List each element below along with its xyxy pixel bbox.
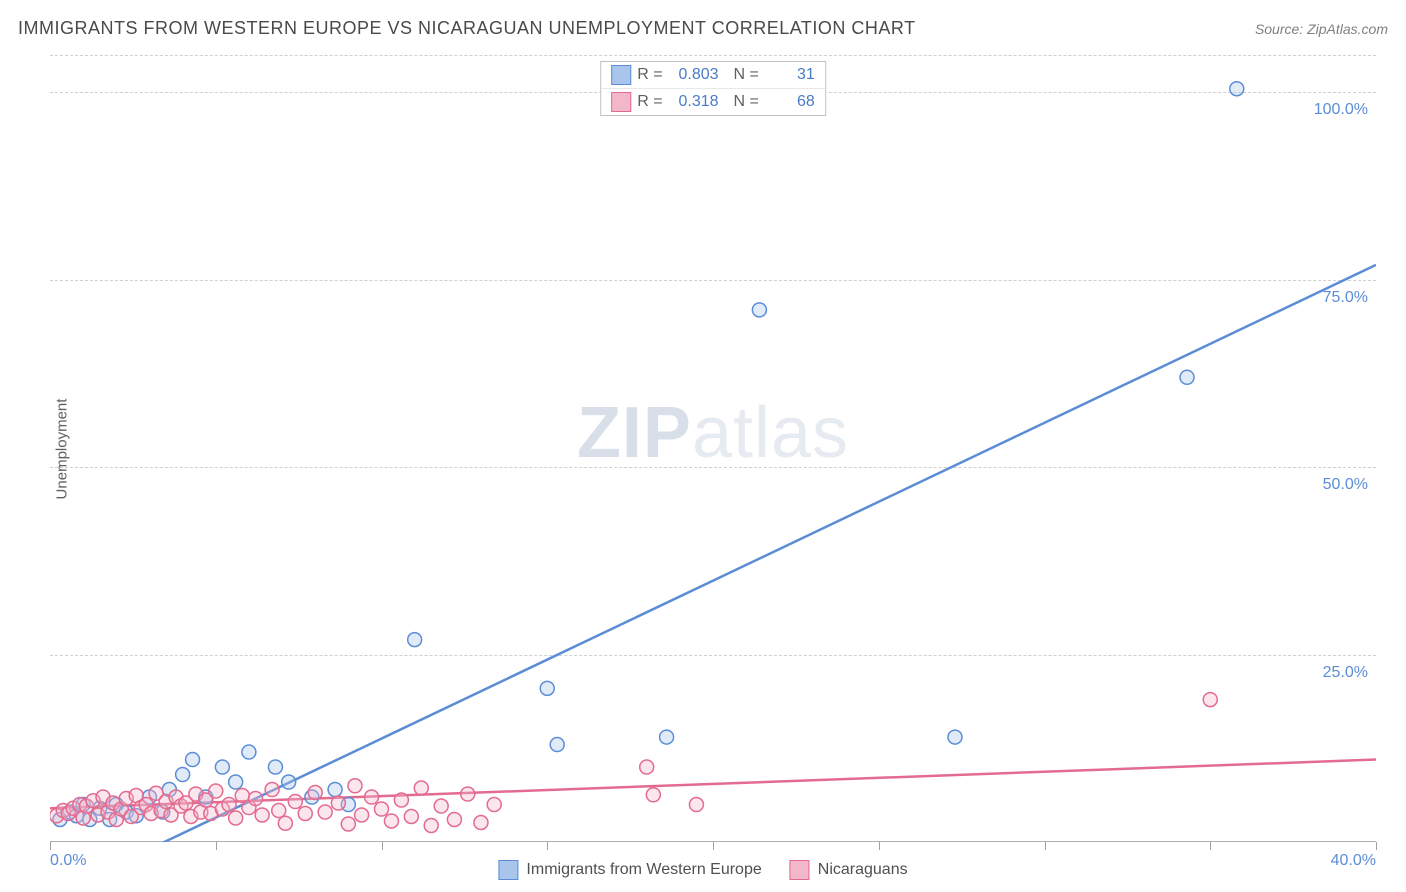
stat-n-value: 68 — [765, 93, 815, 111]
data-point — [268, 760, 282, 774]
data-point — [375, 802, 389, 816]
data-point — [384, 814, 398, 828]
data-point — [298, 807, 312, 821]
data-point — [1203, 693, 1217, 707]
data-point — [550, 738, 564, 752]
x-tick — [50, 842, 51, 850]
x-tick-label: 40.0% — [1331, 852, 1376, 870]
data-point — [249, 792, 263, 806]
legend-swatch — [498, 860, 518, 880]
data-point — [1180, 370, 1194, 384]
data-point — [186, 753, 200, 767]
x-tick — [382, 842, 383, 850]
data-point — [408, 633, 422, 647]
stat-r-label: R = — [637, 93, 662, 111]
chart-container: Unemployment ZIPatlas 25.0%50.0%75.0%100… — [50, 55, 1376, 842]
stat-legend-row: R = 0.803 N = 31 — [601, 62, 825, 88]
x-tick — [1045, 842, 1046, 850]
data-point — [242, 745, 256, 759]
data-point — [288, 795, 302, 809]
data-point — [365, 790, 379, 804]
data-point — [540, 681, 554, 695]
data-point — [282, 775, 296, 789]
data-point — [265, 783, 279, 797]
data-point — [424, 819, 438, 833]
data-point — [348, 779, 362, 793]
data-point — [434, 799, 448, 813]
legend-item: Nicaraguans — [790, 860, 908, 880]
data-point — [660, 730, 674, 744]
data-point — [229, 775, 243, 789]
data-point — [447, 813, 461, 827]
data-point — [209, 784, 223, 798]
stats-legend: R = 0.803 N = 31 R = 0.318 N = 68 — [600, 61, 826, 116]
x-tick — [879, 842, 880, 850]
data-point — [948, 730, 962, 744]
x-tick-label: 0.0% — [50, 852, 86, 870]
stat-n-value: 31 — [765, 66, 815, 84]
data-point — [215, 760, 229, 774]
x-tick — [1376, 842, 1377, 850]
data-point — [487, 798, 501, 812]
data-point — [414, 781, 428, 795]
data-point — [272, 804, 286, 818]
stat-n-label: N = — [725, 66, 759, 84]
data-point — [461, 787, 475, 801]
data-point — [752, 303, 766, 317]
data-point — [1230, 82, 1244, 96]
data-point — [308, 786, 322, 800]
x-tick — [547, 842, 548, 850]
data-point — [355, 808, 369, 822]
data-point — [404, 810, 418, 824]
data-point — [646, 788, 660, 802]
page-title: IMMIGRANTS FROM WESTERN EUROPE VS NICARA… — [18, 18, 916, 39]
data-point — [176, 768, 190, 782]
data-point — [229, 811, 243, 825]
stat-r-value: 0.318 — [669, 93, 719, 111]
legend-label: Immigrants from Western Europe — [526, 861, 761, 879]
legend-swatch — [611, 92, 631, 112]
bottom-legend: Immigrants from Western Europe Nicaraguan… — [498, 860, 907, 880]
stat-n-label: N = — [725, 93, 759, 111]
data-point — [328, 783, 342, 797]
x-tick — [1210, 842, 1211, 850]
legend-item: Immigrants from Western Europe — [498, 860, 761, 880]
legend-label: Nicaraguans — [818, 861, 908, 879]
data-point — [331, 796, 345, 810]
plot-area: ZIPatlas 25.0%50.0%75.0%100.0%0.0%40.0% — [50, 55, 1376, 842]
data-point — [255, 808, 269, 822]
data-point — [640, 760, 654, 774]
stat-r-value: 0.803 — [669, 66, 719, 84]
data-point — [341, 817, 355, 831]
data-point — [278, 816, 292, 830]
data-point — [222, 798, 236, 812]
data-point — [394, 793, 408, 807]
legend-swatch — [790, 860, 810, 880]
data-point — [318, 805, 332, 819]
stat-legend-row: R = 0.318 N = 68 — [601, 88, 825, 115]
chart-svg — [50, 55, 1376, 842]
stat-r-label: R = — [637, 66, 662, 84]
source-label: Source: ZipAtlas.com — [1255, 21, 1388, 37]
x-tick — [713, 842, 714, 850]
trend-line — [133, 265, 1376, 842]
data-point — [689, 798, 703, 812]
legend-swatch — [611, 65, 631, 85]
x-tick — [216, 842, 217, 850]
data-point — [474, 816, 488, 830]
